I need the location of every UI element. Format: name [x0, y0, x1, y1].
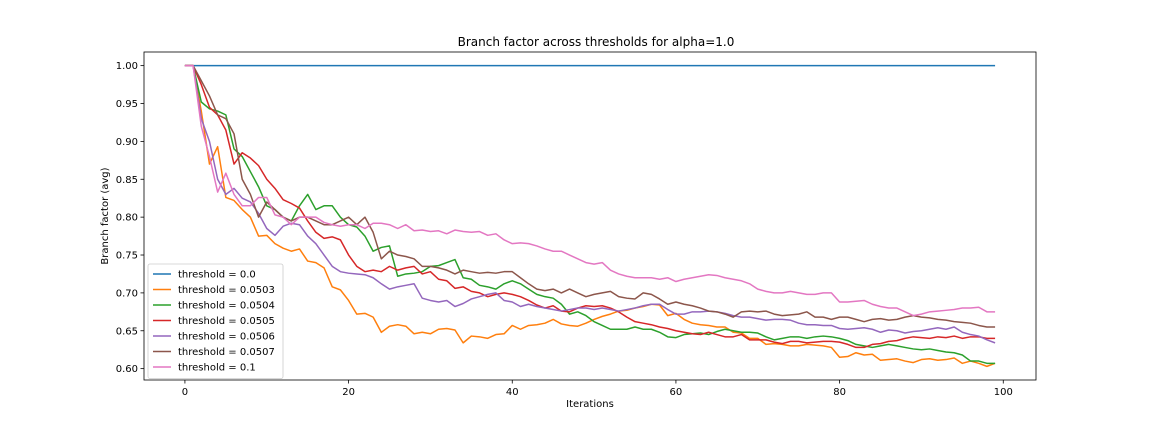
legend: threshold = 0.0 threshold = 0.0503 thresho… [147, 263, 284, 379]
y-tick-label: 0.70 [116, 288, 138, 299]
y-axis: 0.60 0.65 0.70 0.75 0.80 0.85 0.90 0.95 1.00 [116, 61, 144, 375]
legend-entry: threshold = 0.0503 [178, 285, 275, 296]
x-tick-label: 20 [342, 387, 355, 398]
legend-entry: threshold = 0.1 [178, 363, 256, 374]
y-axis-label: Branch factor (avg) [100, 167, 111, 264]
legend-entry: threshold = 0.0505 [178, 316, 275, 327]
y-tick-label: 0.95 [116, 99, 138, 110]
plot-frame [143, 51, 1037, 381]
x-tick-label: 100 [994, 387, 1013, 398]
series-line-1 [184, 64, 996, 368]
x-axis-label: Iterations [566, 399, 614, 410]
y-tick-label: 0.85 [116, 175, 138, 186]
series-line-6 [184, 64, 996, 317]
series-line-5 [184, 64, 996, 328]
series-layer [184, 64, 996, 368]
x-tick-label: 40 [506, 387, 519, 398]
chart-title: Branch factor across thresholds for alph… [458, 35, 735, 49]
x-tick-label: 60 [670, 387, 683, 398]
legend-box [147, 263, 284, 379]
series-line-4 [184, 64, 996, 344]
y-tick-label: 0.75 [116, 251, 138, 262]
series-line-3 [184, 64, 996, 349]
y-tick-label: 0.65 [116, 326, 138, 337]
y-tick-label: 1.00 [116, 61, 138, 72]
y-tick-label: 0.60 [116, 364, 138, 375]
legend-entry: threshold = 0.0504 [178, 301, 275, 312]
legend-entry: threshold = 0.0506 [178, 332, 275, 343]
legend-entry: threshold = 0.0 [178, 270, 256, 281]
y-tick-label: 0.90 [116, 137, 138, 148]
series-line-2 [184, 64, 996, 365]
x-tick-label: 80 [833, 387, 846, 398]
x-axis: 0 20 40 60 80 100 [182, 380, 1013, 398]
y-tick-label: 0.80 [116, 213, 138, 224]
legend-entry: threshold = 0.0507 [178, 347, 275, 358]
x-tick-label: 0 [182, 387, 188, 398]
